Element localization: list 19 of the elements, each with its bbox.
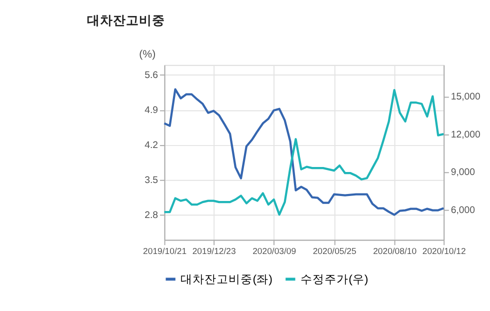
y-tick-label: 2.8 — [144, 210, 158, 222]
y2-tick-label: 6,000 — [450, 204, 476, 216]
y-axis-title: (%) — [139, 48, 156, 61]
y-tick-label: 5.6 — [144, 70, 158, 82]
x-tick-label: 2020/10/12 — [422, 246, 466, 256]
x-tick-label: 2019/10/21 — [143, 246, 187, 256]
y2-tick-label: 12,000 — [450, 129, 480, 140]
y2-tick-label: 9,000 — [450, 167, 476, 178]
legend-label: 수정주가(우) — [300, 274, 368, 286]
y2-tick-label: 15,000 — [450, 92, 480, 103]
x-tick-label: 2020/03/09 — [252, 246, 296, 256]
x-tick-label: 2019/12/23 — [192, 246, 236, 256]
x-tick-label: 2020/05/25 — [312, 246, 356, 256]
y-tick-label: 4.9 — [144, 105, 158, 116]
x-tick-label: 2020/08/10 — [373, 246, 417, 256]
y-tick-label: 4.2 — [144, 140, 158, 152]
legend-label: 대차잔고비중(좌) — [180, 274, 273, 286]
y-tick-label: 3.5 — [144, 175, 158, 186]
chart-title: 대차잔고비중 — [86, 13, 165, 28]
